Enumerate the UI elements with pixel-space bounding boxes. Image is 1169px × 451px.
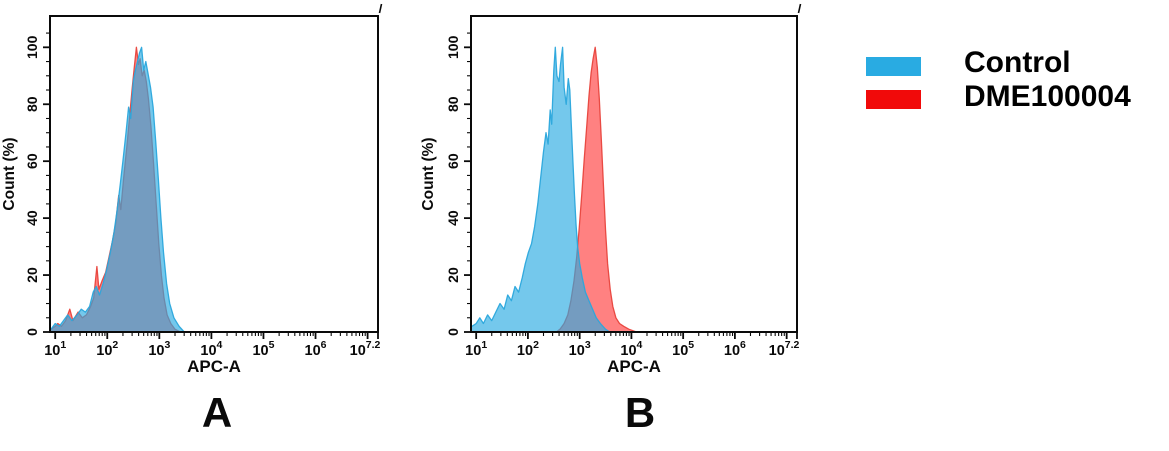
x-tick-label: 104 [620, 339, 642, 359]
legend-swatch-dme100004 [866, 90, 921, 109]
y-tick-label: 60 [24, 153, 40, 169]
x-tick-label: 105 [252, 339, 274, 359]
x-tick-label: 101 [44, 339, 66, 359]
x-tick-label: 102 [96, 339, 118, 359]
y-tick-label: 40 [24, 210, 40, 226]
panel-label-a: A [201, 389, 233, 436]
x-tick-label: 103 [569, 339, 591, 359]
x-tick-label: 101 [465, 339, 487, 359]
series-control-outline [50, 46, 185, 333]
legend-label-dme100004: DME100004 [964, 80, 1131, 113]
series-control-area [51, 47, 185, 333]
legend-label-control: Control [964, 46, 1071, 79]
y-axis: 0 20 40 60 80 100 [24, 32, 50, 336]
x-tick-label: 107.2 [350, 339, 381, 359]
plot-box [49, 15, 379, 333]
plot-box [470, 15, 798, 333]
x-tick-label: 102 [517, 339, 539, 359]
corner-mark [378, 3, 383, 14]
y-tick-label: 100 [24, 35, 40, 59]
x-tick-label: 107.2 [769, 339, 800, 359]
y-tick-label: 80 [24, 96, 40, 112]
series-control-area [472, 47, 610, 333]
x-tick-label: 106 [724, 339, 746, 359]
x-axis-label: APC-A [187, 357, 241, 376]
y-tick-label: 40 [445, 210, 461, 226]
x-tick-label: 104 [200, 339, 222, 359]
panel-label-b: B [624, 389, 656, 436]
flow-histogram-panel-b: 0 20 40 60 80 100 101 102 103 104 105 106 107.2 APC-A… [420, 3, 802, 376]
x-tick-label: 103 [148, 339, 170, 359]
x-axis: 101 102 103 104 105 106 107.2 [465, 332, 800, 359]
legend-swatch-control [866, 57, 921, 76]
y-axis: 0 20 40 60 80 100 [445, 32, 471, 336]
y-tick-label: 20 [24, 267, 40, 283]
flow-histogram-panel-a: 0 20 40 60 80 100 101 102 103 104 105 106 107.2 APC-A… [1, 3, 383, 376]
y-tick-label: 20 [445, 267, 461, 283]
y-tick-label: 80 [445, 96, 461, 112]
y-tick-label: 100 [445, 35, 461, 59]
x-axis: 101 102 103 104 105 106 107.2 [44, 332, 381, 359]
x-tick-label: 106 [305, 339, 327, 359]
y-axis-label: Count (%) [420, 137, 437, 210]
y-tick-label: 0 [24, 328, 40, 336]
x-axis-label: APC-A [607, 357, 661, 376]
x-tick-label: 105 [672, 339, 694, 359]
y-axis-label: Count (%) [1, 137, 18, 210]
corner-mark [797, 3, 802, 14]
y-tick-label: 60 [445, 153, 461, 169]
y-tick-label: 0 [445, 328, 461, 336]
series-control-outline [471, 46, 611, 333]
